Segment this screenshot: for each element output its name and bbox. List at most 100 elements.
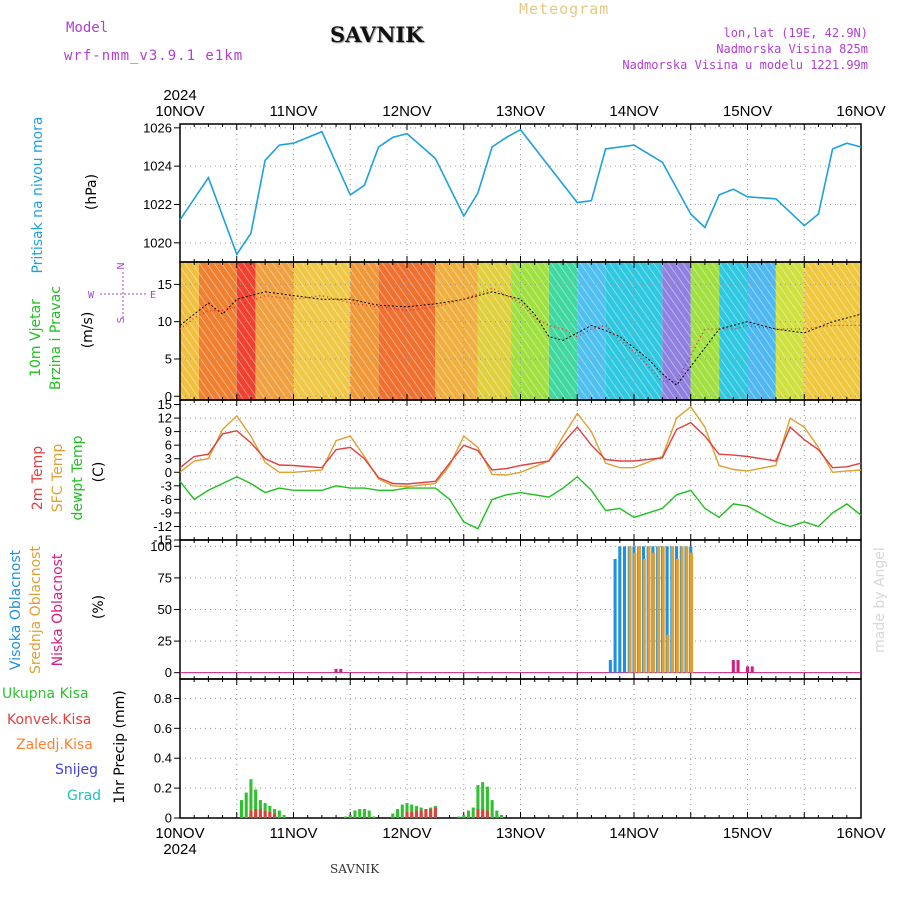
- sfc-temp-axis-label: SFC Temp: [50, 444, 66, 513]
- convective-rain-bar: [254, 809, 258, 818]
- total-rain-bar: [462, 815, 466, 818]
- pressure-axis-label: Pritisak na nivou mora: [30, 116, 46, 273]
- mid-cloud-bar: [666, 634, 670, 673]
- convective-rain-bar: [273, 813, 277, 818]
- total-rain-bar: [362, 809, 366, 818]
- convective-rain-bar: [249, 810, 253, 818]
- total-rain-bar: [476, 785, 480, 818]
- low-cloud-bar: [334, 668, 338, 673]
- total-rain-bar: [471, 807, 475, 818]
- total-rain-bar: [254, 789, 258, 818]
- compass-s: S: [116, 317, 127, 323]
- total-rain-bar: [358, 809, 362, 818]
- wind-dir-axis-label: Brzina i Pravac: [48, 286, 64, 390]
- y-tick-label: 1020: [143, 235, 172, 250]
- y-tick-label: 10: [158, 314, 172, 329]
- wind-speed-line: [179, 291, 862, 386]
- mid-cloud-bar: [647, 546, 651, 673]
- mid-cloud-axis-label: Srednja Oblacnost: [28, 546, 44, 674]
- total-rain-bar: [353, 810, 357, 818]
- y-tick-label: 50: [158, 602, 172, 617]
- x-tick-label-top: 10NOV: [155, 103, 204, 120]
- meteogram-title: Meteogram: [519, 0, 610, 18]
- pressure-unit-label: (hPa): [84, 174, 100, 210]
- convective-rain-bar: [268, 812, 272, 818]
- wind-unit-label: (m/s): [80, 312, 96, 349]
- temp-2m-axis-label: 2m Temp: [30, 446, 46, 510]
- total-rain-bar: [495, 810, 499, 818]
- mid-cloud-bar: [633, 552, 637, 673]
- model-name: wrf-nmm_v3.9.1 e1km: [64, 48, 244, 64]
- low-cloud-axis-label: Niska Oblacnost: [50, 553, 66, 666]
- convective-rain-bar: [414, 810, 418, 818]
- total-rain-bar: [410, 804, 414, 818]
- y-tick-label: 1026: [143, 120, 172, 135]
- year-label-bottom: 2024: [163, 841, 196, 858]
- total-rain-bar: [372, 816, 376, 818]
- convective-rain-bar: [433, 807, 437, 818]
- total-rain-bar: [481, 782, 485, 818]
- y-tick-label: -6: [160, 492, 172, 507]
- cloud-unit-label: (%): [91, 595, 107, 619]
- mid-cloud-bar: [680, 546, 684, 673]
- low-cloud-bar: [731, 660, 735, 673]
- total-rain-bar: [457, 816, 461, 818]
- y-tick-label: 0.6: [154, 721, 172, 736]
- y-tick-label: 0.8: [154, 691, 172, 706]
- total-rain-bar: [367, 810, 371, 818]
- y-tick-label: 15: [158, 277, 172, 292]
- mid-cloud-bar: [690, 552, 694, 673]
- total-rain-bar: [239, 800, 244, 818]
- x-tick-label-bottom: 11NOV: [269, 825, 317, 842]
- total-rain-bar: [500, 815, 504, 818]
- y-tick-label: 75: [158, 570, 172, 585]
- total-rain-bar: [258, 800, 262, 818]
- dewpoint-axis-label: dewpt Temp: [70, 435, 86, 520]
- y-tick-label: 0.4: [154, 751, 172, 766]
- mid-cloud-bar: [671, 546, 675, 673]
- precip-legend-item: Ukupna Kisa: [2, 686, 89, 702]
- y-tick-label: 0.2: [154, 781, 172, 796]
- convective-rain-bar: [410, 812, 414, 818]
- precip-legend-item: Konvek.Kisa: [7, 712, 91, 728]
- low-cloud-bar: [745, 666, 750, 673]
- total-rain-bar: [485, 786, 489, 818]
- high-cloud-bar: [623, 546, 627, 673]
- y-tick-label: 15: [158, 397, 172, 412]
- precip-legend-item: Grad: [67, 788, 101, 804]
- coordinates-label: lon,lat (19E, 42.9N): [723, 26, 869, 40]
- dewpoint-line: [179, 475, 862, 530]
- convective-rain-bar: [263, 810, 267, 818]
- low-cloud-bar: [750, 666, 754, 673]
- mid-cloud-bar: [685, 546, 689, 673]
- y-tick-label: 0: [165, 389, 172, 404]
- high-cloud-bar: [613, 558, 617, 673]
- x-tick-label-top: 15NOV: [723, 103, 772, 120]
- y-tick-label: 5: [165, 351, 172, 366]
- mid-cloud-bar: [675, 558, 679, 673]
- x-tick-label-bottom: 10NOV: [155, 825, 204, 842]
- convective-rain-bar: [424, 809, 428, 818]
- x-tick-label-bottom: 13NOV: [496, 825, 545, 842]
- total-rain-bar: [249, 779, 253, 818]
- y-tick-label: -3: [160, 478, 172, 493]
- total-rain-bar: [277, 810, 281, 818]
- x-tick-label-bottom: 16NOV: [836, 825, 885, 842]
- convective-rain-bar: [258, 809, 262, 818]
- mid-cloud-bar: [642, 558, 646, 673]
- total-rain-bar: [282, 815, 286, 818]
- mid-cloud-bar: [656, 546, 660, 673]
- elevation-label: Nadmorska Visina 825m: [716, 42, 868, 56]
- x-tick-label-top: 11NOV: [269, 103, 317, 120]
- y-tick-label: -15: [153, 533, 172, 548]
- y-tick-label: 1022: [143, 197, 172, 212]
- precip-unit-label: 1hr Precip (mm): [112, 690, 128, 803]
- total-rain-bar: [348, 815, 352, 818]
- low-cloud-bar: [736, 660, 740, 673]
- high-cloud-axis-label: Visoka Oblacnost: [8, 549, 24, 670]
- model-elevation-label: Nadmorska Visina u modelu 1221.99m: [622, 58, 868, 72]
- year-label-top: 2024: [163, 87, 196, 104]
- y-tick-label: 0: [165, 465, 172, 480]
- convective-rain-bar: [476, 809, 480, 818]
- x-tick-label-bottom: 12NOV: [382, 825, 431, 842]
